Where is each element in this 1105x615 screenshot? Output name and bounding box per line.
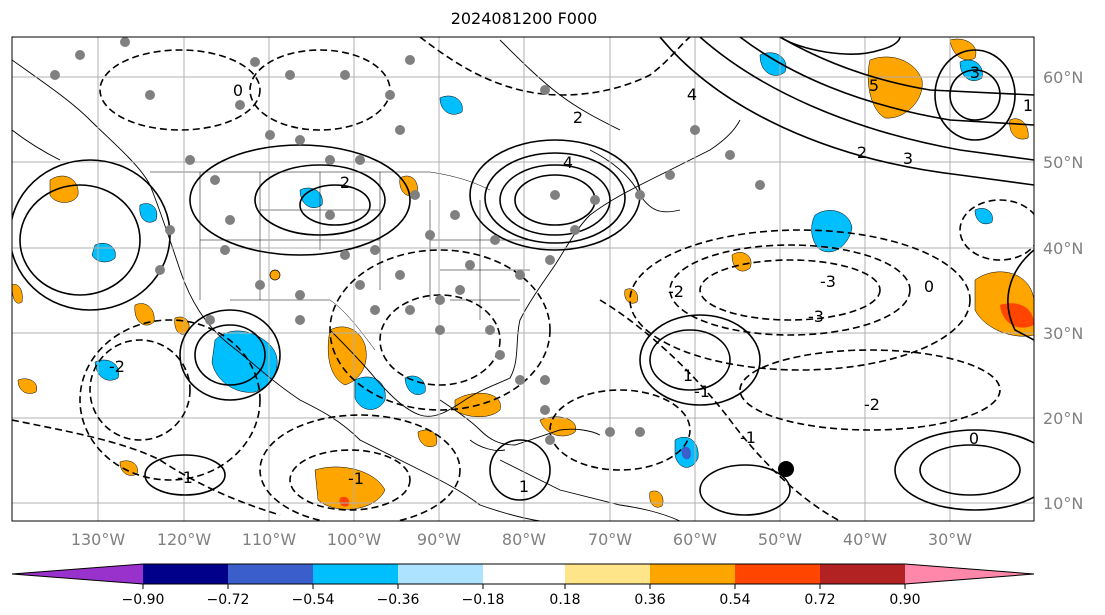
- lon-label: 130°W: [71, 530, 126, 549]
- lon-label: 40°W: [843, 530, 887, 549]
- lon-label: 70°W: [588, 530, 632, 549]
- contour-label: -3: [820, 272, 836, 291]
- lat-label: 40°N: [1043, 239, 1083, 258]
- contour-label: 2: [573, 108, 583, 127]
- contour-label: -2: [864, 395, 880, 414]
- contour-label: -1: [740, 428, 756, 447]
- colorbar-ticks: [142, 584, 906, 589]
- political-boundaries: [150, 171, 530, 351]
- colorbar-tick-label: 0.36: [634, 592, 665, 608]
- colorbar-swatch: [228, 564, 313, 584]
- positive-anomaly-region: [49, 175, 79, 203]
- colorbar-swatch: [565, 564, 650, 584]
- lon-label: 60°W: [673, 530, 717, 549]
- colorbar-swatch: [143, 564, 228, 584]
- lat-label: 20°N: [1043, 409, 1083, 428]
- contour-label: -1: [348, 469, 364, 488]
- contour-label: 5: [869, 76, 879, 95]
- positive-anomaly-region: [539, 416, 576, 437]
- contour-label: 2: [340, 173, 350, 192]
- negative-anomaly-region: [139, 203, 158, 223]
- contour-label: -3: [808, 307, 824, 326]
- colorbar: −0.90 −0.72 −0.54 −0.36 −0.18 0.18 0.36 …: [11, 563, 1035, 608]
- contour-label: 0: [969, 429, 979, 448]
- longitude-labels: 130°W 120°W 110°W 100°W 90°W 80°W 70°W 6…: [71, 530, 972, 549]
- colorbar-tick-label: 0.72: [804, 592, 835, 608]
- lon-label: 90°W: [417, 530, 461, 549]
- lat-label: 60°N: [1043, 68, 1083, 87]
- contour-label: -1: [694, 382, 710, 401]
- colorbar-tick-label: −0.18: [462, 592, 505, 608]
- map-frame: [11, 36, 1035, 522]
- colorbar-tick-label: 0.90: [889, 592, 920, 608]
- positive-anomaly-region: [17, 378, 38, 394]
- negative-anomaly-region: [974, 208, 993, 225]
- colorbar-swatch: [313, 564, 398, 584]
- contour-label: 3: [903, 149, 913, 168]
- strong-positive-anomaly-region: [339, 496, 350, 507]
- colorbar-swatch: [650, 564, 735, 584]
- gridlines: [12, 37, 1034, 521]
- negative-anomaly-region: [439, 95, 463, 115]
- positive-anomaly-region: [624, 288, 638, 304]
- positive-contours: [12, 37, 1034, 516]
- contour-label: 2: [857, 143, 867, 162]
- latitude-labels: 60°N 50°N 40°N 30°N 20°N 10°N: [1043, 68, 1083, 513]
- contour-label: 1: [1023, 96, 1033, 115]
- colorbar-swatch: [820, 564, 905, 584]
- lat-label: 30°N: [1043, 324, 1083, 343]
- contour-labels: 4 2 0 -1 -2 -3 4 2 5 3 1 0 -1 -2 -3 2 3 …: [109, 63, 1033, 496]
- colorbar-tick-label: 0.18: [549, 592, 580, 608]
- colorbar-tick-label: 0.54: [719, 592, 750, 608]
- station-markers: [50, 37, 765, 445]
- contour-label: 4: [687, 85, 697, 104]
- contour-label: 4: [563, 153, 573, 172]
- strong-negative-anomaly-region: [681, 446, 691, 460]
- positive-anomaly-region: [12, 284, 23, 304]
- contour-label: -2: [109, 357, 125, 376]
- positive-anomaly-region: [314, 466, 386, 510]
- colorbar-swatch: [12, 564, 143, 584]
- contour-label: 1: [683, 366, 693, 385]
- lat-label: 10°N: [1043, 494, 1083, 513]
- storm-position-marker: [778, 461, 794, 477]
- lon-label: 110°W: [242, 530, 297, 549]
- colorbar-tick-label: −0.90: [122, 592, 165, 608]
- negative-anomaly-region: [759, 52, 787, 76]
- map-title: 2024081200 F000: [450, 9, 598, 28]
- negative-anomaly-region: [354, 376, 386, 410]
- positive-anomaly-region: [327, 326, 367, 386]
- contour-label: 1: [519, 477, 529, 496]
- negative-anomaly-region: [299, 187, 323, 208]
- contour-label: 0: [233, 81, 243, 100]
- positive-anomaly-region: [867, 56, 923, 119]
- lon-label: 80°W: [502, 530, 546, 549]
- positive-anomaly-region: [134, 303, 155, 326]
- colorbar-swatch: [735, 564, 820, 584]
- lon-label: 50°W: [758, 530, 802, 549]
- lon-label: 100°W: [327, 530, 382, 549]
- positive-anomaly-region: [949, 38, 977, 61]
- highlighted-station-marker: [269, 269, 281, 281]
- contour-label: -2: [668, 282, 684, 301]
- negative-anomaly-region: [211, 330, 278, 393]
- shaded-anomaly-regions: [12, 38, 1034, 510]
- colorbar-swatch: [905, 564, 1034, 584]
- contour-label: 0: [924, 277, 934, 296]
- colorbar-tick-label: −0.54: [292, 592, 335, 608]
- lat-label: 50°N: [1043, 153, 1083, 172]
- colorbar-tick-label: −0.36: [377, 592, 420, 608]
- lon-label: 30°W: [928, 530, 972, 549]
- colorbar-swatch: [483, 564, 565, 584]
- lon-label: 120°W: [157, 530, 212, 549]
- negative-anomaly-region: [404, 375, 426, 395]
- contour-label: 3: [970, 63, 980, 82]
- colorbar-swatch: [398, 564, 483, 584]
- contour-label: -1: [177, 468, 193, 487]
- colorbar-tick-label: −0.72: [207, 592, 250, 608]
- positive-anomaly-region: [174, 316, 190, 335]
